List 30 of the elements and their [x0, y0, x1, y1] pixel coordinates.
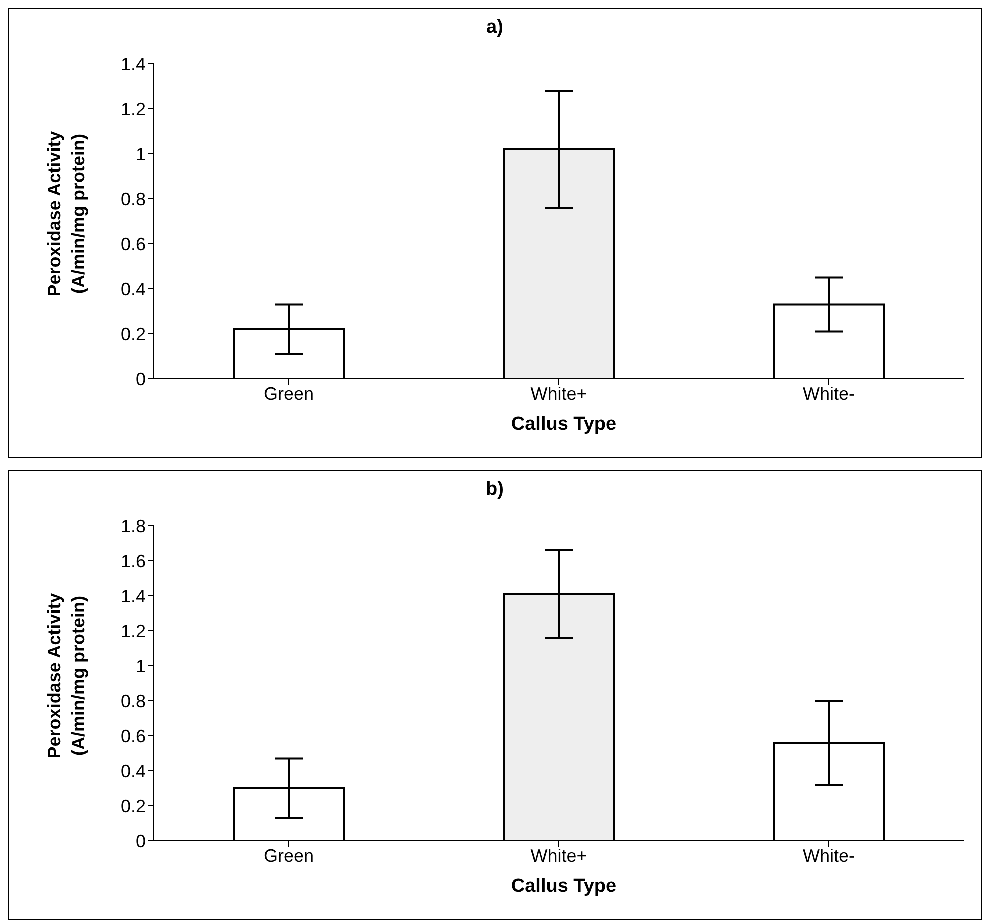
y-tick-label: 0.2: [120, 796, 146, 816]
y-tick-label: 1.2: [120, 621, 146, 642]
y-tick-label: 1.8: [120, 516, 146, 536]
x-tick-label: White+: [530, 384, 588, 404]
y-tick-label: 0.4: [120, 761, 146, 782]
x-tick-label: White-: [802, 384, 856, 404]
x-tick-label: White+: [530, 846, 588, 866]
x-tick-label: White-: [802, 846, 856, 866]
x-axis-title: Callus Type: [510, 414, 618, 436]
y-tick-label: 0.8: [120, 189, 146, 210]
y-tick-label: 0.4: [120, 279, 146, 300]
x-tick-label: Green: [264, 384, 314, 404]
y-tick-label: 0.8: [120, 691, 146, 712]
chart-title: a): [486, 17, 504, 39]
chart-title: b): [485, 479, 505, 501]
y-tick-label: 0: [136, 369, 146, 390]
y-tick-label: 0: [136, 831, 146, 852]
y-tick-label: 0.2: [120, 324, 146, 344]
y-tick-label: 1.2: [120, 99, 146, 120]
y-tick-label: 1.4: [120, 586, 146, 606]
y-tick-label: 1.4: [120, 54, 146, 74]
y-tick-label: 1: [136, 144, 146, 164]
x-axis-title: Callus Type: [510, 876, 618, 898]
y-tick-label: 0.6: [120, 234, 146, 254]
x-tick-label: Green: [264, 846, 314, 866]
y-tick-label: 1: [136, 656, 146, 676]
y-axis-title: Peroxidase Activity (A/min/mg protein): [44, 593, 90, 759]
y-tick-label: 1.6: [120, 551, 146, 572]
y-tick-label: 0.6: [120, 726, 146, 746]
y-axis-title: Peroxidase Activity (A/min/mg protein): [44, 131, 90, 297]
